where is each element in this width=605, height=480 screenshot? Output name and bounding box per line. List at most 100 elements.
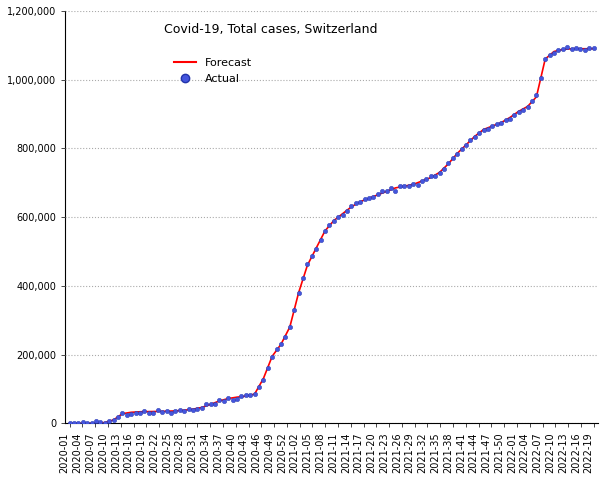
- Point: [74, 420, 83, 427]
- Point: [206, 400, 215, 408]
- Point: [227, 396, 237, 404]
- Point: [294, 289, 304, 297]
- Point: [333, 214, 343, 221]
- Point: [378, 188, 387, 195]
- Point: [453, 150, 462, 158]
- Point: [250, 390, 260, 398]
- Point: [329, 217, 339, 225]
- Point: [558, 46, 567, 53]
- Point: [285, 323, 295, 331]
- Point: [580, 46, 590, 54]
- Point: [276, 340, 286, 348]
- Point: [554, 47, 563, 54]
- Legend: Forecast, Actual: Forecast, Actual: [169, 54, 257, 88]
- Point: [443, 159, 453, 167]
- Point: [549, 49, 559, 57]
- Point: [78, 418, 88, 426]
- Point: [320, 227, 330, 234]
- Point: [272, 345, 281, 353]
- Point: [422, 175, 431, 183]
- Point: [470, 133, 480, 141]
- Point: [523, 103, 532, 110]
- Point: [563, 43, 572, 50]
- Point: [188, 406, 198, 414]
- Point: [355, 198, 365, 205]
- Point: [96, 418, 105, 426]
- Point: [373, 191, 383, 198]
- Point: [162, 408, 171, 415]
- Point: [302, 260, 312, 268]
- Point: [201, 400, 211, 408]
- Point: [518, 106, 528, 114]
- Point: [426, 172, 436, 180]
- Point: [567, 45, 577, 53]
- Point: [117, 409, 127, 417]
- Point: [241, 392, 250, 399]
- Point: [254, 383, 264, 391]
- Point: [413, 181, 422, 189]
- Point: [100, 419, 110, 427]
- Point: [131, 409, 140, 417]
- Point: [492, 120, 502, 128]
- Point: [408, 180, 418, 188]
- Point: [430, 172, 440, 180]
- Point: [263, 364, 273, 372]
- Point: [368, 193, 378, 201]
- Point: [589, 44, 598, 52]
- Point: [223, 395, 233, 402]
- Point: [289, 306, 299, 314]
- Point: [399, 182, 409, 190]
- Point: [395, 182, 405, 190]
- Point: [439, 165, 449, 172]
- Point: [210, 400, 220, 408]
- Text: Covid-19, Total cases, Switzerland: Covid-19, Total cases, Switzerland: [164, 24, 378, 36]
- Point: [364, 194, 374, 202]
- Point: [192, 405, 202, 412]
- Point: [91, 418, 101, 425]
- Point: [267, 353, 277, 360]
- Point: [140, 408, 149, 415]
- Point: [342, 208, 352, 216]
- Point: [434, 169, 444, 177]
- Point: [514, 108, 524, 116]
- Point: [171, 408, 180, 415]
- Point: [404, 182, 414, 190]
- Point: [69, 420, 79, 427]
- Point: [246, 391, 255, 399]
- Point: [219, 397, 229, 405]
- Point: [584, 44, 594, 51]
- Point: [501, 117, 511, 124]
- Point: [312, 245, 321, 253]
- Point: [386, 184, 396, 192]
- Point: [122, 411, 132, 419]
- Point: [258, 376, 268, 384]
- Point: [483, 125, 493, 133]
- Point: [496, 119, 506, 126]
- Point: [65, 420, 74, 427]
- Point: [184, 406, 194, 413]
- Point: [175, 407, 185, 414]
- Point: [109, 417, 119, 424]
- Point: [157, 408, 167, 415]
- Point: [144, 408, 154, 416]
- Point: [281, 334, 290, 341]
- Point: [457, 145, 466, 153]
- Point: [488, 122, 497, 130]
- Point: [237, 393, 246, 400]
- Point: [166, 408, 175, 416]
- Point: [544, 51, 554, 59]
- Point: [505, 115, 515, 123]
- Point: [87, 420, 96, 427]
- Point: [215, 396, 224, 404]
- Point: [136, 409, 145, 417]
- Point: [82, 420, 92, 427]
- Point: [527, 97, 537, 105]
- Point: [461, 141, 471, 149]
- Point: [575, 45, 585, 53]
- Point: [417, 178, 427, 185]
- Point: [391, 187, 401, 194]
- Point: [347, 202, 356, 210]
- Point: [509, 111, 519, 119]
- Point: [298, 275, 308, 282]
- Point: [479, 126, 488, 134]
